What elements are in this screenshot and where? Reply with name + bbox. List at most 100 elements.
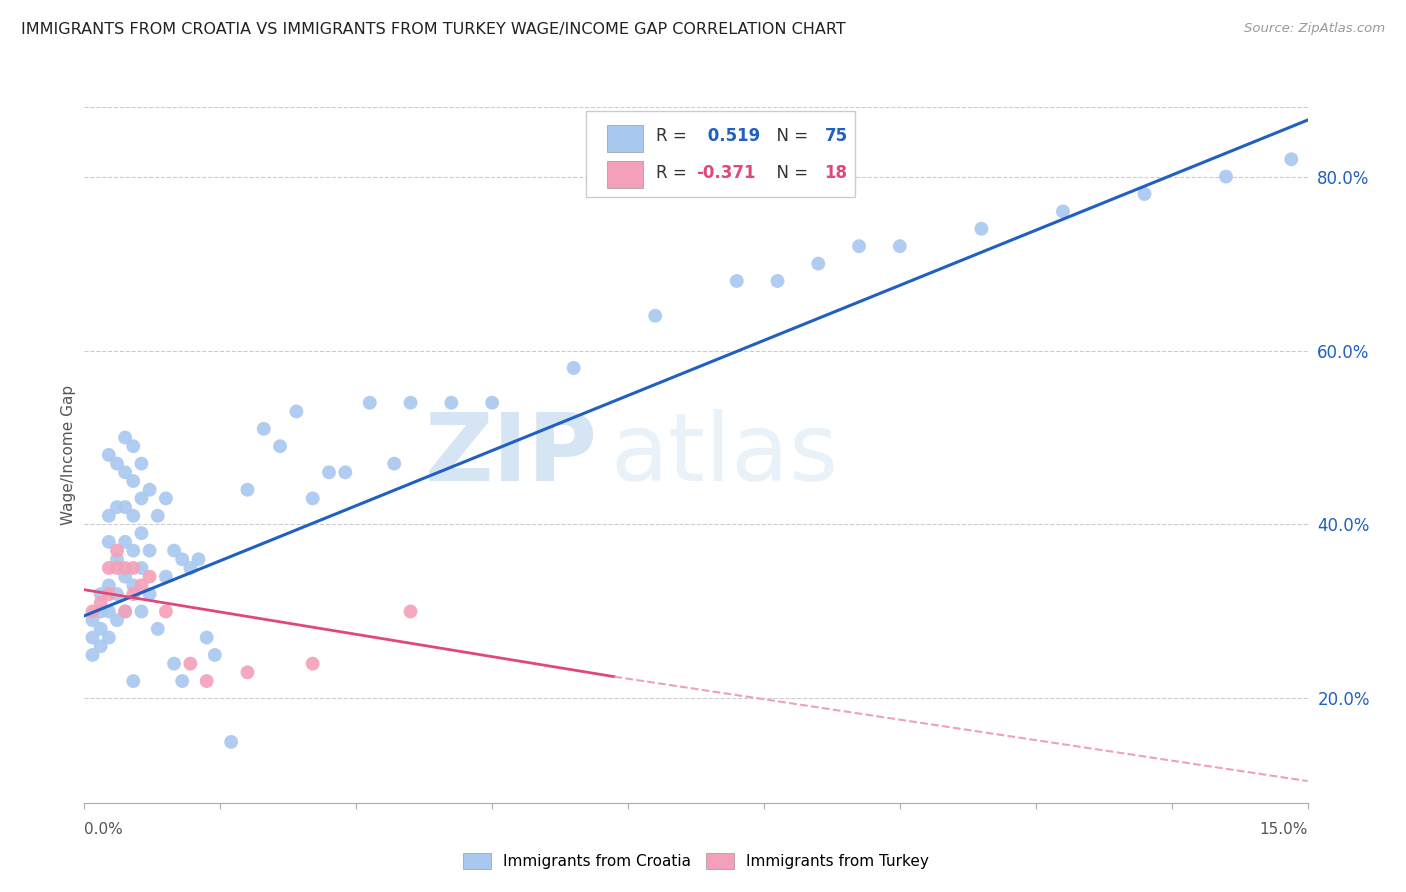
Point	[90, 605, 112, 619]
Point	[285, 404, 308, 418]
Point	[105, 457, 128, 471]
Point	[97, 631, 120, 645]
Point	[105, 500, 128, 514]
Text: ZIP: ZIP	[425, 409, 598, 501]
FancyBboxPatch shape	[586, 111, 855, 197]
Point	[1133, 186, 1156, 201]
Legend: Immigrants from Croatia, Immigrants from Turkey: Immigrants from Croatia, Immigrants from…	[457, 847, 935, 875]
Point	[105, 561, 128, 575]
Point	[236, 665, 259, 680]
Point	[155, 491, 177, 506]
Point	[122, 474, 145, 488]
Point	[105, 552, 128, 566]
Text: IMMIGRANTS FROM CROATIA VS IMMIGRANTS FROM TURKEY WAGE/INCOME GAP CORRELATION CH: IMMIGRANTS FROM CROATIA VS IMMIGRANTS FR…	[21, 22, 846, 37]
Point	[114, 605, 136, 619]
Point	[195, 631, 218, 645]
Point	[301, 491, 323, 506]
Point	[90, 587, 112, 601]
Point	[1279, 152, 1302, 166]
Point	[82, 631, 104, 645]
Point	[179, 657, 201, 671]
Point	[97, 561, 120, 575]
Point	[114, 466, 136, 480]
Point	[105, 613, 128, 627]
Point	[122, 578, 145, 592]
Point	[236, 483, 259, 497]
Point	[138, 483, 160, 497]
Text: -0.371: -0.371	[696, 164, 755, 182]
Point	[807, 257, 830, 271]
Point	[399, 605, 422, 619]
Point	[335, 466, 357, 480]
Point	[97, 587, 120, 601]
Point	[970, 222, 993, 236]
Point	[90, 639, 112, 653]
Point	[204, 648, 226, 662]
Point	[97, 578, 120, 592]
Point	[114, 570, 136, 584]
Point	[97, 605, 120, 619]
Text: R =: R =	[655, 128, 692, 145]
Point	[131, 561, 153, 575]
Point	[146, 622, 169, 636]
Text: Source: ZipAtlas.com: Source: ZipAtlas.com	[1244, 22, 1385, 36]
Point	[163, 543, 186, 558]
Point	[725, 274, 748, 288]
Point	[172, 552, 194, 566]
Point	[382, 457, 405, 471]
Point	[114, 430, 136, 444]
Text: R =: R =	[655, 164, 692, 182]
Text: 15.0%: 15.0%	[1260, 822, 1308, 837]
Text: N =: N =	[766, 164, 813, 182]
Bar	[606, 161, 644, 187]
Point	[82, 613, 104, 627]
Point	[114, 561, 136, 575]
Point	[138, 570, 160, 584]
Point	[179, 561, 201, 575]
Point	[138, 587, 160, 601]
Point	[82, 605, 104, 619]
Point	[105, 587, 128, 601]
Point	[97, 534, 120, 549]
Point	[269, 439, 291, 453]
Point	[122, 674, 145, 689]
Point	[122, 561, 145, 575]
Point	[114, 500, 136, 514]
Point	[82, 648, 104, 662]
Point	[97, 508, 120, 523]
Point	[131, 526, 153, 541]
Point	[440, 395, 463, 409]
Point	[131, 605, 153, 619]
Text: 75: 75	[824, 128, 848, 145]
Point	[122, 508, 145, 523]
Point	[644, 309, 666, 323]
Point	[131, 578, 153, 592]
Y-axis label: Wage/Income Gap: Wage/Income Gap	[60, 384, 76, 525]
Point	[562, 361, 585, 376]
Point	[301, 657, 323, 671]
Point	[97, 448, 120, 462]
Point	[114, 605, 136, 619]
Point	[146, 508, 169, 523]
Bar	[606, 125, 644, 152]
Point	[359, 395, 381, 409]
Text: 0.0%: 0.0%	[84, 822, 124, 837]
Point	[219, 735, 242, 749]
Point	[114, 534, 136, 549]
Point	[187, 552, 209, 566]
Point	[90, 596, 112, 610]
Text: atlas: atlas	[610, 409, 838, 501]
Point	[155, 570, 177, 584]
Point	[163, 657, 186, 671]
Text: N =: N =	[766, 128, 813, 145]
Point	[889, 239, 911, 253]
Point	[122, 587, 145, 601]
Point	[1215, 169, 1237, 184]
Point	[138, 543, 160, 558]
Text: 0.519: 0.519	[702, 128, 761, 145]
Point	[253, 422, 276, 436]
Point	[122, 543, 145, 558]
Point	[481, 395, 503, 409]
Point	[90, 622, 112, 636]
Point	[105, 543, 128, 558]
